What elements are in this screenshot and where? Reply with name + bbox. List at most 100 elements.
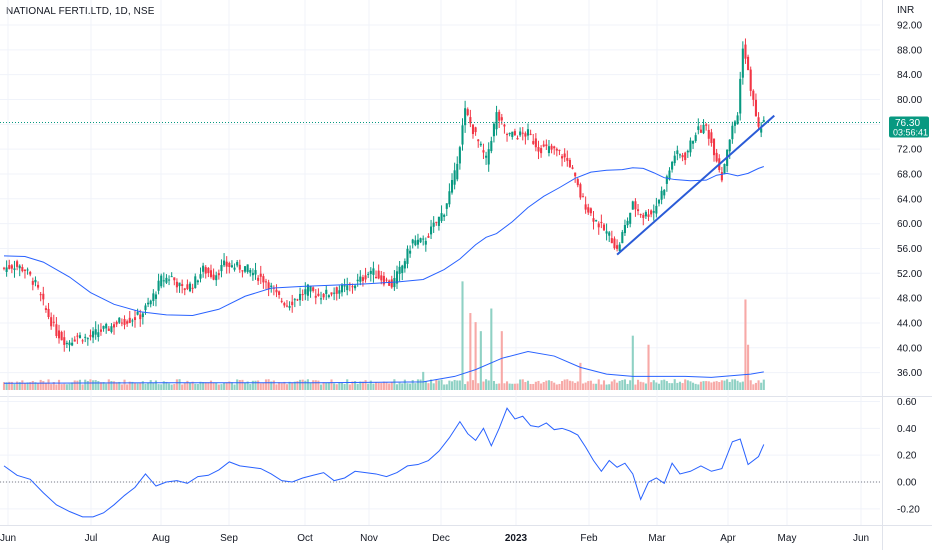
candle-body[interactable] (194, 276, 197, 289)
candle-body[interactable] (744, 44, 747, 59)
candle-body[interactable] (152, 293, 155, 301)
candle-body[interactable] (739, 78, 742, 114)
candle-body[interactable] (608, 232, 611, 236)
candle-body[interactable] (741, 48, 744, 78)
candle-body[interactable] (382, 275, 385, 285)
candle-body[interactable] (623, 225, 626, 234)
candle-body[interactable] (479, 143, 482, 146)
candle-body[interactable] (694, 135, 697, 142)
candle-body[interactable] (223, 260, 226, 266)
candle-body[interactable] (485, 155, 488, 158)
candle-body[interactable] (508, 132, 511, 135)
candle-body[interactable] (385, 279, 388, 281)
candle-body[interactable] (747, 56, 750, 71)
candle-body[interactable] (160, 275, 163, 287)
candle-body[interactable] (519, 131, 522, 136)
candle-body[interactable] (731, 125, 734, 140)
candle-body[interactable] (464, 108, 467, 126)
candle-body[interactable] (52, 321, 55, 323)
candle-body[interactable] (644, 212, 647, 217)
candle-body[interactable] (68, 342, 71, 346)
candle-body[interactable] (212, 274, 215, 280)
candle-body[interactable] (684, 152, 687, 161)
candle-body[interactable] (448, 191, 451, 205)
time-axis[interactable]: Jun Jul Aug Sep Oct Nov Dec 2023 Feb Mar Apr May Jun (0, 533, 869, 544)
candle-body[interactable] (327, 295, 330, 298)
candle-body[interactable] (634, 201, 637, 210)
candle-body[interactable] (186, 284, 189, 289)
candle-body[interactable] (241, 270, 244, 272)
candle-body[interactable] (23, 269, 27, 272)
candle-body[interactable] (443, 214, 446, 217)
candle-body[interactable] (314, 295, 317, 298)
candle-body[interactable] (183, 288, 186, 291)
candle-body[interactable] (178, 282, 181, 287)
candle-body[interactable] (105, 323, 108, 329)
candle-body[interactable] (720, 172, 723, 181)
candle-body[interactable] (736, 115, 739, 125)
candle-body[interactable] (545, 144, 548, 147)
candle-body[interactable] (128, 317, 131, 323)
candle-body[interactable] (228, 263, 231, 267)
candle-body[interactable] (469, 117, 472, 124)
candle-body[interactable] (225, 261, 228, 267)
candle-body[interactable] (217, 273, 220, 276)
candle-body[interactable] (356, 279, 359, 282)
candle-body[interactable] (555, 148, 558, 151)
candle-body[interactable] (521, 132, 524, 134)
candle-body[interactable] (288, 305, 291, 308)
candle-body[interactable] (503, 124, 506, 127)
candle-body[interactable] (532, 141, 535, 144)
candle-body[interactable] (259, 273, 262, 277)
candle-body[interactable] (419, 238, 422, 243)
candle-body[interactable] (262, 276, 265, 283)
candle-body[interactable] (558, 149, 561, 151)
candle-body[interactable] (215, 275, 218, 281)
candle-body[interactable] (529, 133, 532, 135)
candle-body[interactable] (220, 265, 223, 272)
candle-body[interactable] (550, 145, 553, 150)
candle-body[interactable] (71, 342, 74, 346)
candle-body[interactable] (702, 124, 705, 134)
candle-body[interactable] (626, 220, 629, 226)
candle-body[interactable] (202, 265, 205, 272)
candle-body[interactable] (73, 339, 76, 342)
candle-body[interactable] (595, 220, 598, 222)
candle-body[interactable] (133, 317, 137, 321)
candle-body[interactable] (351, 286, 354, 288)
candle-body[interactable] (639, 214, 642, 216)
candle-body[interactable] (76, 335, 79, 337)
candle-body[interactable] (8, 265, 11, 269)
candle-body[interactable] (99, 329, 102, 332)
candle-body[interactable] (576, 179, 579, 186)
candle-body[interactable] (411, 239, 414, 244)
candle-body[interactable] (102, 325, 105, 329)
candle-body[interactable] (299, 293, 302, 301)
candle-body[interactable] (333, 292, 336, 294)
candle-body[interactable] (97, 332, 100, 338)
candle-body[interactable] (540, 148, 543, 154)
candle-body[interactable] (354, 285, 357, 289)
candle-body[interactable] (63, 337, 66, 345)
candle-body[interactable] (445, 203, 448, 209)
candle-body[interactable] (31, 280, 34, 285)
candle-body[interactable] (453, 170, 456, 185)
candle-body[interactable] (296, 299, 299, 301)
candle-body[interactable] (631, 201, 634, 210)
candle-body[interactable] (26, 269, 29, 271)
candle-body[interactable] (191, 287, 194, 289)
candle-body[interactable] (673, 155, 676, 164)
candle-body[interactable] (86, 338, 89, 340)
candle-body[interactable] (587, 207, 590, 213)
candle-body[interactable] (652, 211, 655, 213)
candle-body[interactable] (435, 221, 438, 223)
candle-body[interactable] (629, 212, 632, 224)
candle-body[interactable] (374, 276, 378, 279)
candle-body[interactable] (571, 167, 574, 169)
candle-body[interactable] (432, 222, 435, 227)
candle-body[interactable] (427, 236, 430, 238)
candle-body[interactable] (749, 69, 752, 91)
candle-body[interactable] (697, 126, 700, 130)
candle-body[interactable] (733, 121, 737, 126)
